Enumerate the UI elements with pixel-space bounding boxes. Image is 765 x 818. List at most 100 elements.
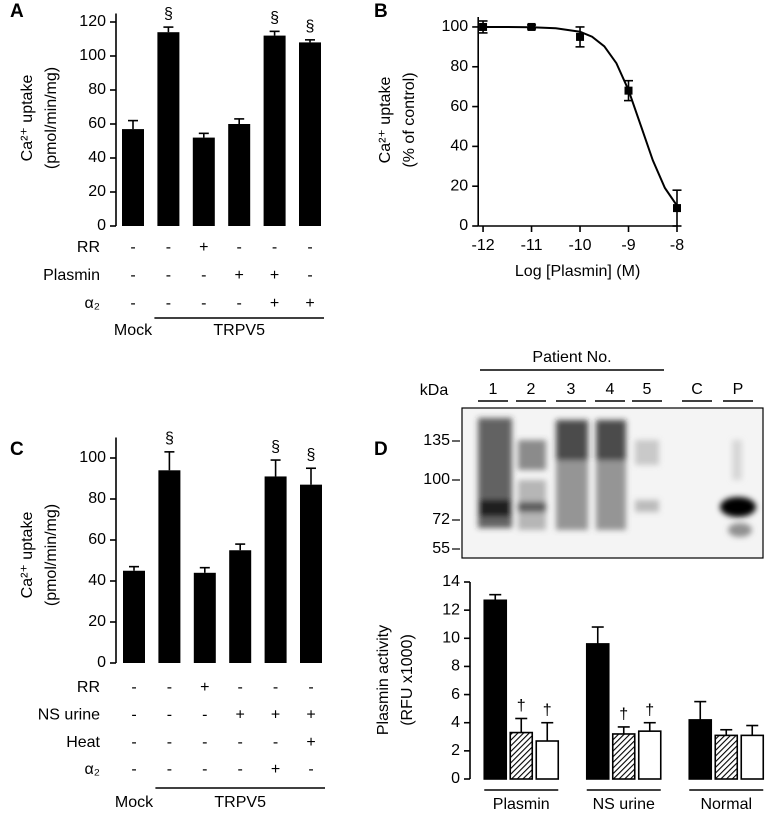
lane-label: 4 (606, 381, 615, 398)
y-tick-label: 12 (442, 601, 460, 618)
y-tick-label: 8 (451, 658, 460, 675)
y-axis-label: (% of control) (401, 72, 418, 167)
condition-sign: - (167, 679, 172, 696)
y-tick-label: 0 (97, 654, 106, 671)
condition-sign: - (166, 295, 171, 312)
y-tick-label: 14 (442, 573, 460, 590)
condition-sign: - (131, 734, 136, 751)
y-axis-label: Plasmin activity (375, 625, 392, 735)
bar (740, 734, 765, 780)
condition-sign: + (270, 267, 279, 284)
bar (228, 124, 251, 226)
bar (229, 550, 252, 663)
condition-sign: - (307, 267, 312, 284)
y-axis-label: (pmol/min/mg) (43, 67, 60, 169)
y-tick-label: 100 (79, 47, 106, 64)
y-axis-label: (RFU x1000) (399, 634, 416, 726)
y-tick-label: 40 (88, 149, 106, 166)
x-tick-label: -12 (471, 237, 494, 254)
bar (714, 734, 739, 780)
condition-sign: - (166, 239, 171, 256)
lane-label: P (733, 381, 744, 398)
annotation: § (271, 438, 280, 455)
marker-label: 100 (423, 471, 450, 488)
bar (122, 129, 144, 226)
y-tick-label: 80 (88, 490, 106, 507)
point (527, 22, 536, 31)
condition-sign: - (131, 761, 136, 778)
category-label: NS urine (593, 796, 655, 813)
lane-label: C (691, 381, 703, 398)
bar (299, 42, 321, 227)
bar (509, 731, 534, 780)
y-tick-label: 6 (451, 686, 460, 703)
condition-sign: - (201, 295, 206, 312)
condition-sign: + (236, 707, 245, 724)
y-tick-label: 120 (79, 13, 106, 30)
condition-label: Plasmin (43, 267, 100, 284)
group-label: TRPV5 (213, 322, 265, 339)
bar (264, 476, 287, 663)
y-axis-label: Ca²⁺ uptake (19, 75, 36, 162)
annotation: § (164, 5, 173, 22)
y-tick-label: 60 (88, 115, 106, 132)
condition-sign: - (202, 761, 207, 778)
annotation: † (543, 702, 552, 719)
panel-label: C (10, 439, 24, 460)
condition-sign: - (167, 734, 172, 751)
y-tick-label: 0 (451, 770, 460, 787)
annotation: † (619, 706, 628, 723)
condition-sign: - (202, 707, 207, 724)
condition-sign: - (308, 761, 313, 778)
annotation: § (270, 10, 279, 27)
bar (300, 484, 322, 663)
y-tick-label: 20 (450, 177, 468, 194)
condition-sign: - (130, 295, 135, 312)
fit-curve (483, 26, 678, 207)
condition-sign: + (199, 239, 208, 256)
group-label: Mock (115, 794, 154, 811)
annotation: § (307, 446, 316, 463)
condition-sign: - (272, 239, 277, 256)
condition-sign: + (271, 707, 280, 724)
y-tick-label: 20 (88, 613, 106, 630)
condition-label: RR (77, 239, 100, 256)
condition-sign: - (273, 734, 278, 751)
y-tick-label: 40 (88, 572, 106, 589)
bar (688, 719, 713, 780)
condition-label: NS urine (38, 707, 100, 724)
bar (535, 740, 560, 780)
condition-sign: - (130, 267, 135, 284)
condition-sign: + (306, 734, 315, 751)
panel-label: A (10, 1, 24, 22)
lane-label: 5 (643, 381, 652, 398)
y-tick-label: 0 (459, 217, 468, 234)
blot-unit: kDa (420, 382, 449, 399)
group-label: Mock (114, 322, 153, 339)
condition-sign: - (238, 761, 243, 778)
condition-sign: - (237, 295, 242, 312)
x-axis-label: Log [Plasmin] (M) (515, 263, 640, 280)
lane-label: 1 (489, 381, 498, 398)
bar (192, 137, 215, 226)
marker-label: 135 (423, 432, 450, 449)
condition-sign: + (235, 267, 244, 284)
bar (611, 733, 636, 780)
y-tick-label: 20 (88, 183, 106, 200)
condition-sign: + (271, 761, 280, 778)
condition-sign: - (238, 734, 243, 751)
condition-sign: - (167, 707, 172, 724)
condition-sign: - (131, 707, 136, 724)
y-tick-label: 100 (441, 18, 468, 35)
bar (158, 470, 181, 663)
x-tick-label: -10 (568, 237, 591, 254)
bar (585, 643, 610, 780)
annotation: § (165, 430, 174, 447)
y-tick-label: 60 (450, 98, 468, 115)
point (673, 204, 681, 213)
bar (123, 570, 145, 663)
y-tick-label: 4 (451, 714, 460, 731)
condition-sign: + (270, 295, 279, 312)
